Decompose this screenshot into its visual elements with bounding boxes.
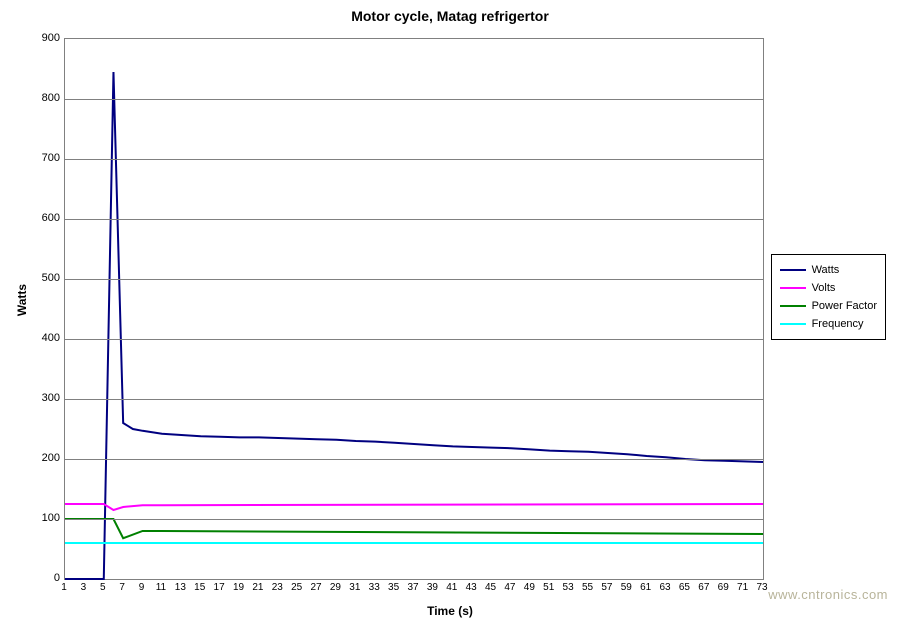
y-tick-label: 700 — [20, 152, 60, 164]
legend-item: Frequency — [780, 315, 877, 333]
x-tick-label: 19 — [233, 582, 244, 593]
x-tick-label: 37 — [407, 582, 418, 593]
grid-line — [65, 459, 763, 460]
series-svg — [65, 39, 763, 579]
x-tick-label: 73 — [756, 582, 767, 593]
x-tick-label: 61 — [640, 582, 651, 593]
legend-item: Watts — [780, 261, 877, 279]
watermark-text: www.cntronics.com — [768, 587, 888, 602]
x-tick-label: 27 — [310, 582, 321, 593]
legend-label: Volts — [812, 282, 836, 294]
chart-title: Motor cycle, Matag refrigertor — [0, 8, 900, 24]
y-tick-label: 400 — [20, 332, 60, 344]
grid-line — [65, 159, 763, 160]
x-tick-label: 53 — [563, 582, 574, 593]
x-tick-label: 31 — [349, 582, 360, 593]
x-tick-label: 7 — [119, 582, 125, 593]
y-tick-label: 500 — [20, 272, 60, 284]
x-axis-label: Time (s) — [0, 604, 900, 618]
legend-swatch — [780, 305, 806, 307]
legend-label: Watts — [812, 264, 840, 276]
x-tick-label: 5 — [100, 582, 106, 593]
legend-item: Volts — [780, 279, 877, 297]
series-power-factor — [65, 519, 763, 538]
legend-swatch — [780, 323, 806, 325]
x-tick-label: 23 — [272, 582, 283, 593]
x-tick-label: 59 — [621, 582, 632, 593]
y-tick-label: 100 — [20, 512, 60, 524]
y-tick-label: 200 — [20, 452, 60, 464]
x-tick-label: 71 — [737, 582, 748, 593]
grid-line — [65, 399, 763, 400]
x-tick-label: 17 — [214, 582, 225, 593]
legend-label: Frequency — [812, 318, 864, 330]
x-tick-label: 49 — [524, 582, 535, 593]
x-tick-label: 63 — [659, 582, 670, 593]
legend-swatch — [780, 287, 806, 289]
x-tick-label: 57 — [601, 582, 612, 593]
x-tick-label: 25 — [291, 582, 302, 593]
x-tick-label: 45 — [485, 582, 496, 593]
x-tick-label: 11 — [156, 582, 166, 593]
plot-area — [64, 38, 764, 580]
series-volts — [65, 504, 763, 510]
x-tick-label: 15 — [194, 582, 205, 593]
grid-line — [65, 339, 763, 340]
x-tick-label: 1 — [61, 582, 67, 593]
x-tick-label: 13 — [175, 582, 186, 593]
grid-line — [65, 519, 763, 520]
x-tick-label: 9 — [139, 582, 145, 593]
y-tick-label: 600 — [20, 212, 60, 224]
x-tick-label: 67 — [698, 582, 709, 593]
legend-item: Power Factor — [780, 297, 877, 315]
x-tick-label: 39 — [427, 582, 438, 593]
y-tick-label: 900 — [20, 32, 60, 44]
series-watts — [65, 72, 763, 579]
legend-swatch — [780, 269, 806, 271]
x-tick-label: 41 — [446, 582, 457, 593]
x-tick-label: 21 — [252, 582, 263, 593]
y-axis-label: Watts — [15, 284, 29, 316]
x-tick-label: 35 — [388, 582, 399, 593]
y-tick-label: 800 — [20, 92, 60, 104]
x-tick-label: 3 — [81, 582, 87, 593]
x-tick-label: 65 — [679, 582, 690, 593]
grid-line — [65, 279, 763, 280]
y-tick-label: 0 — [20, 572, 60, 584]
x-tick-label: 51 — [543, 582, 554, 593]
legend-label: Power Factor — [812, 300, 877, 312]
x-tick-label: 29 — [330, 582, 341, 593]
x-tick-label: 69 — [718, 582, 729, 593]
grid-line — [65, 219, 763, 220]
x-tick-label: 47 — [504, 582, 515, 593]
x-tick-label: 33 — [369, 582, 380, 593]
y-tick-label: 300 — [20, 392, 60, 404]
x-tick-label: 43 — [466, 582, 477, 593]
x-tick-label: 55 — [582, 582, 593, 593]
grid-line — [65, 99, 763, 100]
legend-box: Watts Volts Power Factor Frequency — [771, 254, 886, 340]
